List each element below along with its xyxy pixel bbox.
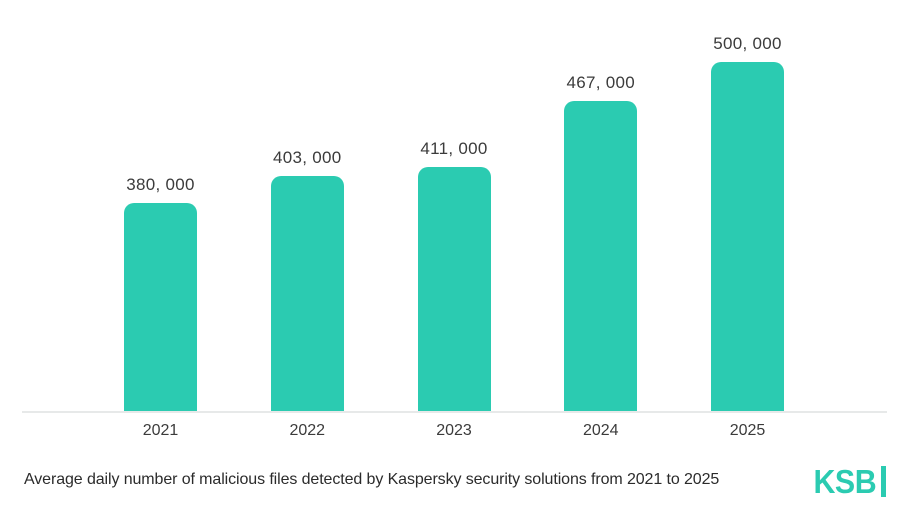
bar (124, 203, 197, 411)
bar-year-label: 2023 (436, 422, 472, 439)
bar-group: 403, 000 2022 (270, 148, 344, 439)
bar-year-label: 2021 (142, 422, 179, 439)
bar-group: 467, 000 2024 (564, 73, 638, 439)
bar-value-label: 500, 000 (713, 34, 782, 53)
bar-group: 380, 000 2021 (124, 175, 197, 439)
bar-value-label: 380, 000 (126, 175, 195, 194)
bar-value-label: 467, 000 (566, 73, 636, 92)
bar-value-label: 411, 000 (420, 139, 488, 158)
bar (270, 176, 344, 411)
ksb-logo-text: KSB (813, 462, 876, 500)
plot-area: 380, 000 2021 403, 000 2022 411, 000 202… (124, 34, 784, 439)
bar-value-label: 403, 000 (272, 148, 342, 167)
chart-caption: Average daily number of malicious files … (24, 471, 720, 488)
bar-group: 411, 000 2023 (417, 139, 491, 439)
ksb-logo-bar-icon (881, 465, 886, 497)
bar (417, 167, 491, 411)
bar (711, 62, 784, 411)
x-axis-line (22, 411, 887, 413)
bar-year-label: 2022 (289, 422, 326, 439)
bar (564, 101, 638, 411)
bar-year-label: 2025 (729, 422, 766, 439)
bar-group: 500, 000 2025 (711, 34, 784, 439)
bar-year-label: 2024 (582, 422, 619, 439)
ksb-logo: KSB (808, 463, 886, 499)
